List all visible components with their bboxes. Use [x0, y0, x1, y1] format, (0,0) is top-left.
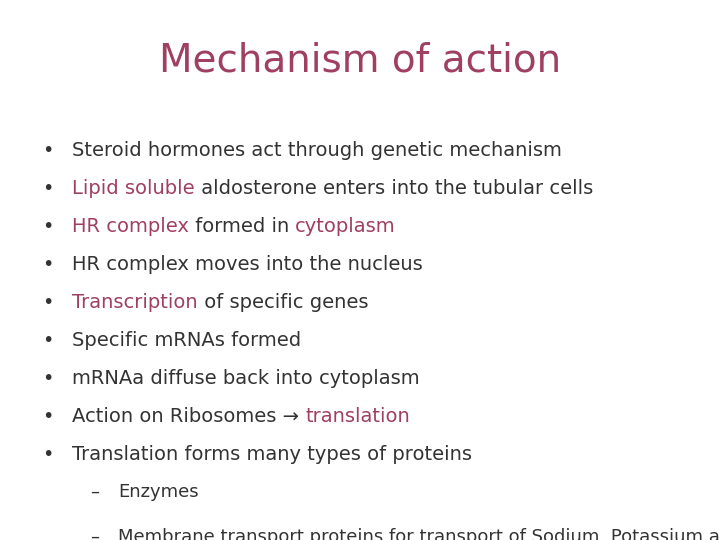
Text: Specific mRNAs formed: Specific mRNAs formed — [72, 330, 301, 349]
Text: aldosterone enters into the tubular cells: aldosterone enters into the tubular cell… — [194, 179, 593, 198]
Text: of specific genes: of specific genes — [197, 293, 368, 312]
Text: Membrane transport proteins for transport of Sodium, Potassium and
           hy: Membrane transport proteins for transpor… — [118, 528, 720, 540]
Text: •: • — [42, 330, 53, 349]
Text: •: • — [42, 217, 53, 235]
Text: •: • — [42, 179, 53, 198]
Text: formed in: formed in — [189, 217, 295, 235]
Text: •: • — [42, 368, 53, 388]
Text: HR complex: HR complex — [72, 217, 189, 235]
Text: mRNAa diffuse back into cytoplasm: mRNAa diffuse back into cytoplasm — [72, 368, 420, 388]
Text: cytoplasm: cytoplasm — [295, 217, 396, 235]
Text: Mechanism of action: Mechanism of action — [159, 41, 561, 79]
Text: translation: translation — [305, 407, 410, 426]
Text: Translation forms many types of proteins: Translation forms many types of proteins — [72, 444, 472, 463]
Text: •: • — [42, 293, 53, 312]
Text: •: • — [42, 254, 53, 273]
Text: –: – — [90, 528, 99, 540]
Text: •: • — [42, 140, 53, 159]
Text: •: • — [42, 444, 53, 463]
Text: HR complex moves into the nucleus: HR complex moves into the nucleus — [72, 254, 423, 273]
Text: Enzymes: Enzymes — [118, 483, 199, 501]
Text: Action on Ribosomes →: Action on Ribosomes → — [72, 407, 305, 426]
Text: Steroid hormones act through genetic mechanism: Steroid hormones act through genetic mec… — [72, 140, 562, 159]
Text: –: – — [90, 483, 99, 501]
Text: Lipid soluble: Lipid soluble — [72, 179, 194, 198]
Text: Transcription: Transcription — [72, 293, 197, 312]
Text: •: • — [42, 407, 53, 426]
